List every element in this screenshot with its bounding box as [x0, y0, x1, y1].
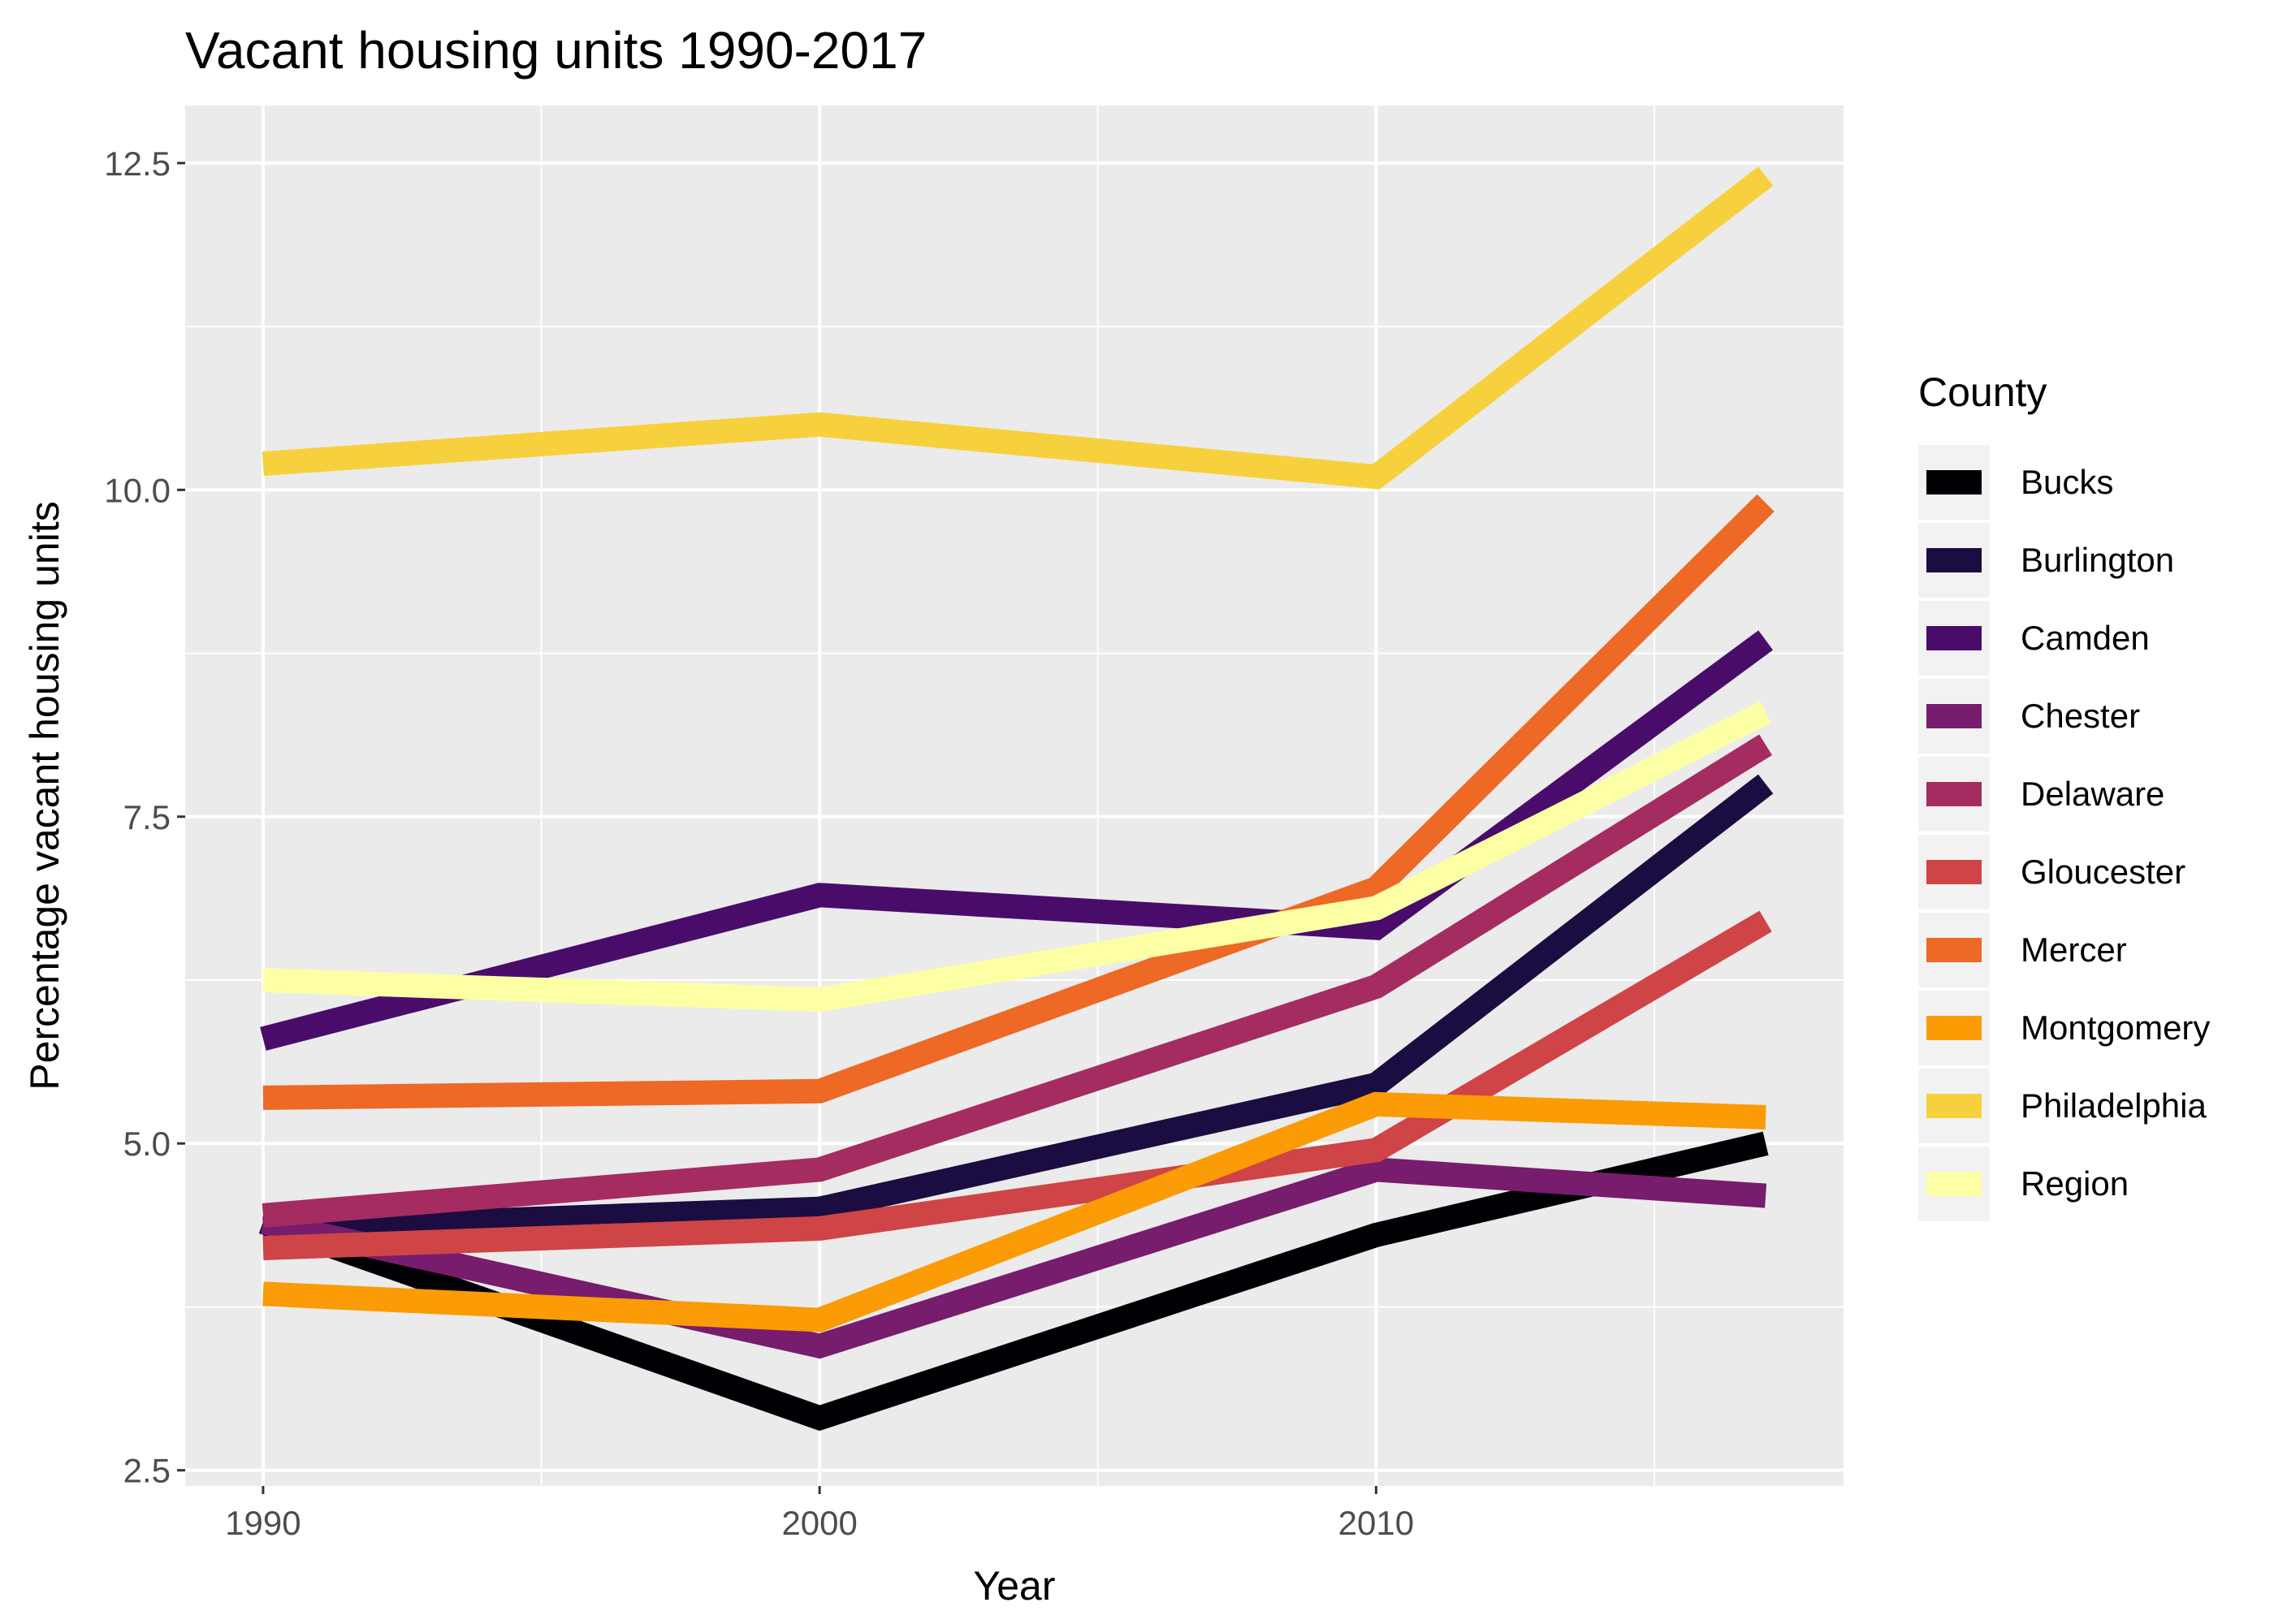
legend-item-camden: Camden — [1918, 601, 2150, 676]
legend-label: Philadelphia — [2021, 1086, 2207, 1125]
legend-title: County — [1918, 369, 2047, 415]
legend-item-burlington: Burlington — [1918, 523, 2174, 598]
legend-label: Bucks — [2021, 463, 2113, 501]
legend-item-mercer: Mercer — [1918, 913, 2127, 987]
series-line-burlington — [262, 774, 1774, 1241]
legend-item-gloucester: Gloucester — [1918, 835, 2185, 909]
legend-label: Camden — [2021, 619, 2150, 657]
chart-title: Vacant housing units 1990-2017 — [185, 21, 927, 80]
legend-label: Region — [2021, 1164, 2129, 1203]
legend-label: Delaware — [2021, 775, 2164, 813]
y-tick-label: 2.5 — [123, 1452, 171, 1490]
series-line-region — [262, 701, 1771, 1013]
legend-item-region: Region — [1918, 1147, 2129, 1221]
series-line-camden — [260, 630, 1774, 1051]
series-line-chester — [260, 1157, 1767, 1359]
legend-item-bucks: Bucks — [1918, 445, 2113, 520]
x-tick-label: 2010 — [1338, 1504, 1414, 1542]
y-tick-label: 12.5 — [104, 145, 171, 183]
legend-item-philadelphia: Philadelphia — [1918, 1069, 2207, 1143]
series-line-mercer — [262, 494, 1775, 1110]
legend-items: Bucks Burlington Camden Chester Delaware Glou… — [1918, 445, 2210, 1221]
x-tick-label: 2000 — [781, 1504, 857, 1542]
y-tick-label: 5.0 — [123, 1125, 171, 1163]
x-tick-label: 1990 — [225, 1504, 300, 1542]
legend-item-delaware: Delaware — [1918, 757, 2164, 831]
series-line-philadelphia — [262, 166, 1774, 490]
series-lines — [258, 166, 1775, 1432]
legend: County Bucks Burlington Camden Chester Delaw… — [1918, 369, 2210, 1221]
legend-label: Chester — [2021, 697, 2140, 735]
legend-item-montgomery: Montgomery — [1918, 991, 2210, 1065]
series-line-montgomery — [262, 1091, 1766, 1332]
legend-label: Montgomery — [2021, 1009, 2210, 1047]
y-tick-label: 7.5 — [123, 798, 171, 836]
y-axis: 2.5 5.0 7.5 10.0 12.5 — [104, 145, 185, 1490]
x-axis-title: Year — [973, 1563, 1055, 1609]
series-line-delaware — [262, 734, 1773, 1228]
legend-label: Gloucester — [2021, 853, 2185, 891]
legend-item-chester: Chester — [1918, 679, 2140, 754]
y-tick-label: 10.0 — [104, 471, 171, 509]
series-line-gloucester — [262, 910, 1772, 1260]
y-axis-title: Percentage vacant housing units — [22, 501, 67, 1091]
x-axis: 1990 2000 2010 — [225, 1486, 1414, 1542]
legend-label: Mercer — [2021, 931, 2127, 969]
legend-label: Burlington — [2021, 541, 2174, 579]
